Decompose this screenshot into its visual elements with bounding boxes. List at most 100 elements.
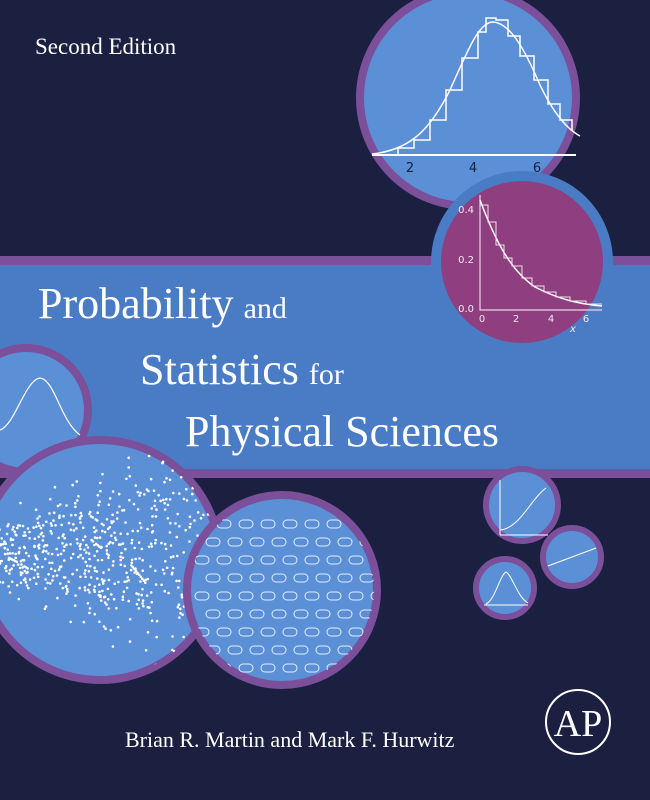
dot [116,511,119,514]
dot [44,605,48,608]
dot [131,565,135,569]
dot [72,529,76,532]
dot [73,501,77,505]
dot [50,567,53,571]
dot [176,512,179,516]
dot [88,557,91,561]
dot [56,504,60,508]
molecule [260,519,276,529]
dot [6,552,9,555]
dot [191,492,194,496]
dot [7,585,10,588]
dot [120,551,123,555]
dot [150,507,153,510]
dot [15,583,19,587]
dot [194,499,197,502]
dot [179,607,182,611]
dot [160,541,163,545]
dot [15,526,19,530]
dot [7,558,11,561]
dot [19,501,22,505]
gaussian-curve [0,377,81,436]
dot [17,597,21,601]
dot [38,524,41,528]
x-axis-label: x [569,324,576,335]
molecule [271,645,287,655]
dot [28,530,31,534]
dot [123,580,126,583]
dot [107,578,111,582]
dot [19,581,23,584]
title-conjunction: for [309,358,344,391]
molecule [370,591,374,601]
dot [113,582,116,585]
dot [171,648,174,652]
dot [1,542,5,546]
title-line: Physical Sciences [185,407,499,456]
dot [87,588,90,592]
molecule [359,609,374,619]
dot [50,524,54,527]
molecule [326,627,342,637]
dot [91,540,95,543]
dot [58,565,62,569]
dot [99,599,103,602]
dot [1,581,5,584]
dot [152,489,156,493]
dot [88,510,92,514]
dot [89,564,92,568]
dot [10,580,14,584]
dot [84,569,87,572]
dot [0,580,2,584]
dot [172,555,175,558]
dot [23,569,27,573]
dot [50,532,53,535]
molecule [271,573,287,583]
dot [81,526,85,530]
dot [105,549,109,552]
dot [128,498,131,502]
dot [30,567,33,570]
dot [98,620,101,623]
dot [62,549,66,552]
dot [146,631,150,634]
dot [103,579,106,582]
dot [93,536,97,539]
dot [113,531,116,534]
x-tick-label: 2 [513,314,519,325]
molecule [271,609,287,619]
dot [119,532,122,536]
molecule [293,609,309,619]
dot [188,515,192,518]
molecule [260,627,276,637]
dot [96,493,100,497]
molecule [315,609,331,619]
dot [136,490,140,494]
dot [33,568,37,572]
dot [3,552,7,556]
dot [138,521,142,525]
dot [83,535,87,538]
dot [98,583,101,586]
dot [88,607,92,610]
molecule [293,573,309,583]
dot [112,597,116,601]
dot [124,521,127,524]
dot [24,534,27,537]
dot [75,499,79,502]
y-tick-label: 0.2 [458,255,474,266]
dot [66,590,69,593]
dot [128,640,132,643]
dot [54,524,57,527]
dot [55,547,58,551]
dot [141,588,144,591]
dot [83,548,86,552]
dot [122,508,126,512]
dot [146,577,150,581]
molecule [249,537,265,547]
molecule [282,627,298,637]
dot [18,546,22,550]
authors: Brian R. Martin and Mark F. Hurwitz [125,727,455,752]
dot [3,546,7,550]
dot [117,492,121,496]
